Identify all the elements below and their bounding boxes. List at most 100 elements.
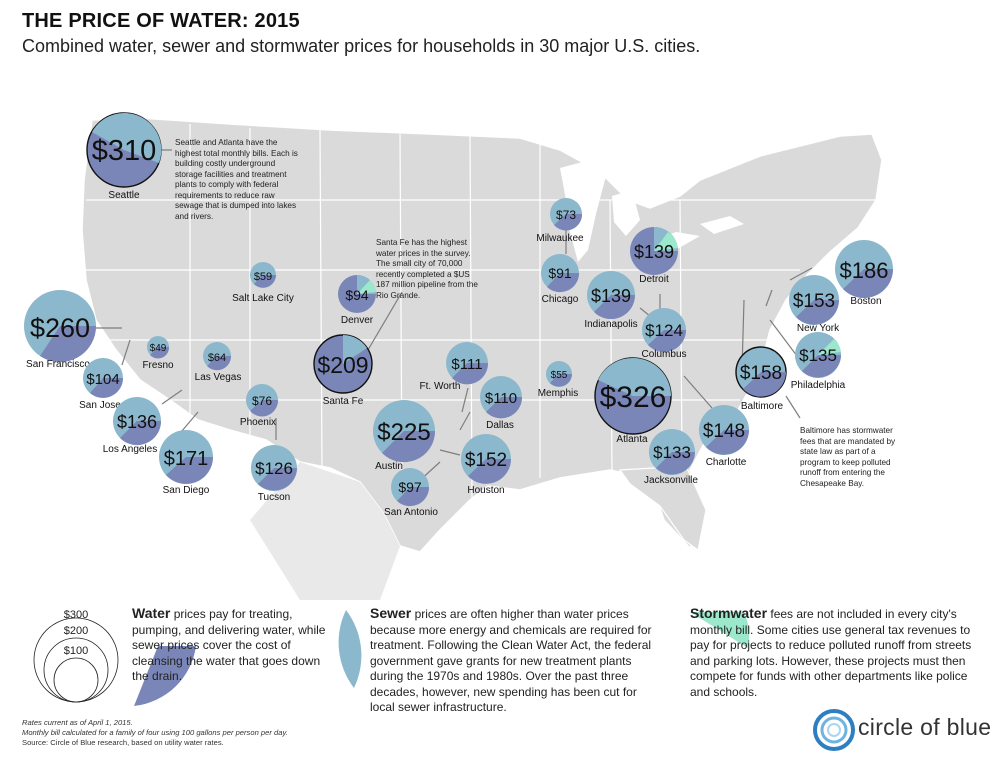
city-bubble-memphis[interactable]: $55 Memphis bbox=[538, 361, 579, 399]
city-bubble-san-antonio[interactable]: $97 San Antonio bbox=[384, 468, 438, 518]
footnote-source: Source: Circle of Blue research, based o… bbox=[22, 738, 224, 747]
city-price: $97 bbox=[398, 479, 422, 495]
page-subtitle: Combined water, sewer and stormwater pri… bbox=[22, 36, 701, 56]
city-bubble-salt-lake-city[interactable]: $59 Salt Lake City bbox=[232, 262, 294, 304]
florida bbox=[618, 465, 707, 552]
city-price: $94 bbox=[345, 287, 369, 303]
city-price: $158 bbox=[740, 363, 782, 384]
city-bubble-columbus[interactable]: $124 Columbus bbox=[641, 308, 687, 360]
city-name: San Diego bbox=[163, 485, 210, 496]
scale-label-100: $100 bbox=[64, 645, 88, 657]
city-bubble-tucson[interactable]: $126 Tucson bbox=[251, 445, 297, 503]
city-bubble-phoenix[interactable]: $76 Phoenix bbox=[240, 384, 279, 428]
footnote-rates: Rates current as of April 1, 2015. bbox=[22, 718, 133, 727]
legend-water: Water prices pay for treating, pumping, … bbox=[132, 605, 332, 685]
city-name: Philadelphia bbox=[791, 380, 846, 391]
city-bubble-philadelphia[interactable]: $135 Philadelphia bbox=[791, 332, 846, 391]
city-bubble-san-diego[interactable]: $171 San Diego bbox=[159, 430, 213, 496]
city-bubble-jacksonville[interactable]: $133 Jacksonville bbox=[644, 429, 698, 486]
page-title: THE PRICE OF WATER: 2015 bbox=[22, 10, 300, 32]
city-price: $133 bbox=[653, 443, 691, 462]
city-bubble-san-francisco[interactable]: $260 San Francisco bbox=[24, 290, 97, 370]
sewer-swatch bbox=[338, 610, 362, 688]
baltimore-note: Baltimore has stormwater fees that are m… bbox=[800, 426, 896, 488]
city-bubble-charlotte[interactable]: $148 Charlotte bbox=[699, 405, 749, 468]
city-bubble-las-vegas[interactable]: $64 Las Vegas bbox=[195, 342, 242, 383]
city-name: Houston bbox=[467, 485, 504, 496]
city-name: Phoenix bbox=[240, 417, 276, 428]
city-name: New York bbox=[797, 323, 840, 334]
legend-size-scale: $300 $200 $100 bbox=[33, 609, 119, 703]
city-name: San Antonio bbox=[384, 507, 438, 518]
city-price: $110 bbox=[485, 390, 517, 407]
city-price: $64 bbox=[208, 352, 226, 364]
city-name: Memphis bbox=[538, 388, 579, 399]
city-bubble-baltimore[interactable]: $158 Baltimore bbox=[735, 346, 787, 412]
city-name: Tucson bbox=[258, 492, 290, 503]
legend-water-text: prices pay for treating, pumping, and de… bbox=[132, 607, 326, 683]
legend-storm-term: Stormwater bbox=[690, 605, 768, 621]
city-bubble-denver[interactable]: $94 Denver bbox=[338, 275, 376, 326]
city-price: $135 bbox=[799, 346, 837, 365]
city-name: Los Angeles bbox=[103, 444, 158, 455]
city-price: $153 bbox=[793, 291, 835, 312]
city-bubble-new-york[interactable]: $153 New York bbox=[789, 275, 840, 334]
city-bubble-atlanta[interactable]: $326 Atlanta bbox=[594, 357, 672, 445]
city-name: Indianapolis bbox=[584, 319, 637, 330]
city-bubble-houston[interactable]: $152 Houston bbox=[461, 434, 511, 496]
city-name: Atlanta bbox=[616, 434, 648, 445]
city-name: San Jose bbox=[79, 400, 121, 411]
city-name: Denver bbox=[341, 315, 374, 326]
city-bubble-boston[interactable]: $186 Boston bbox=[835, 240, 893, 307]
city-name: Salt Lake City bbox=[232, 293, 294, 304]
city-bubble-fresno[interactable]: $49 Fresno bbox=[142, 336, 174, 371]
great-lakes bbox=[560, 160, 606, 262]
city-name: Santa Fe bbox=[323, 396, 364, 407]
city-name: Seattle bbox=[108, 190, 140, 201]
city-name: Fresno bbox=[142, 360, 174, 371]
city-price: $171 bbox=[164, 448, 209, 470]
city-name: Columbus bbox=[641, 349, 686, 360]
city-bubble-los-angeles[interactable]: $136 Los Angeles bbox=[103, 397, 162, 455]
city-price: $225 bbox=[377, 419, 430, 446]
city-bubble-indianapolis[interactable]: $139 Indianapolis bbox=[584, 271, 638, 330]
city-name: Milwaukee bbox=[536, 233, 584, 244]
scale-label-200: $200 bbox=[64, 625, 88, 637]
city-price: $186 bbox=[840, 258, 889, 283]
legend-sewer-term: Sewer bbox=[370, 605, 412, 621]
city-name: Charlotte bbox=[706, 457, 747, 468]
city-name: Dallas bbox=[486, 420, 514, 431]
footnotes: Rates current as of April 1, 2015. Month… bbox=[22, 718, 288, 748]
city-name: Ft. Worth bbox=[420, 381, 461, 392]
scale-label-300: $300 bbox=[64, 609, 88, 621]
city-price: $209 bbox=[317, 352, 368, 378]
water-swatch bbox=[134, 646, 196, 706]
legend-stormwater: Stormwater fees are not included in ever… bbox=[690, 605, 980, 700]
city-bubble-austin[interactable]: $225 Austin bbox=[373, 400, 436, 472]
city-price: $139 bbox=[591, 286, 631, 306]
city-bubble-seattle[interactable]: $310 Seattle bbox=[86, 112, 162, 201]
city-price: $111 bbox=[451, 356, 482, 373]
santa-fe-note: Santa Fe has the highest water prices in… bbox=[376, 238, 478, 300]
city-bubble-ft-worth[interactable]: $111 Ft. Worth bbox=[420, 342, 489, 392]
city-bubble-dallas[interactable]: $110 Dallas bbox=[480, 376, 523, 431]
city-name: Austin bbox=[375, 461, 403, 472]
city-price: $310 bbox=[92, 135, 157, 167]
city-name: Boston bbox=[850, 296, 881, 307]
city-price: $139 bbox=[634, 242, 674, 262]
city-bubble-milwaukee[interactable]: $73 Milwaukee bbox=[536, 198, 584, 244]
city-price: $55 bbox=[551, 370, 568, 381]
city-price: $148 bbox=[703, 421, 745, 442]
city-bubble-san-jose[interactable]: $104 San Jose bbox=[79, 358, 123, 411]
city-name: Detroit bbox=[639, 274, 669, 285]
city-bubbles: $310 Seattle $260 San Francisco $49 Fres… bbox=[24, 112, 893, 518]
city-price: $126 bbox=[255, 459, 293, 478]
legend-water-term: Water bbox=[132, 605, 171, 621]
city-bubble-detroit[interactable]: $139 Detroit bbox=[630, 227, 678, 285]
city-price: $104 bbox=[86, 371, 119, 388]
city-bubble-santa-fe[interactable]: $209 Santa Fe bbox=[313, 334, 373, 407]
city-bubble-chicago[interactable]: $91 Chicago bbox=[541, 254, 580, 305]
city-name: Las Vegas bbox=[195, 372, 242, 383]
stormwater-swatch bbox=[690, 612, 750, 648]
